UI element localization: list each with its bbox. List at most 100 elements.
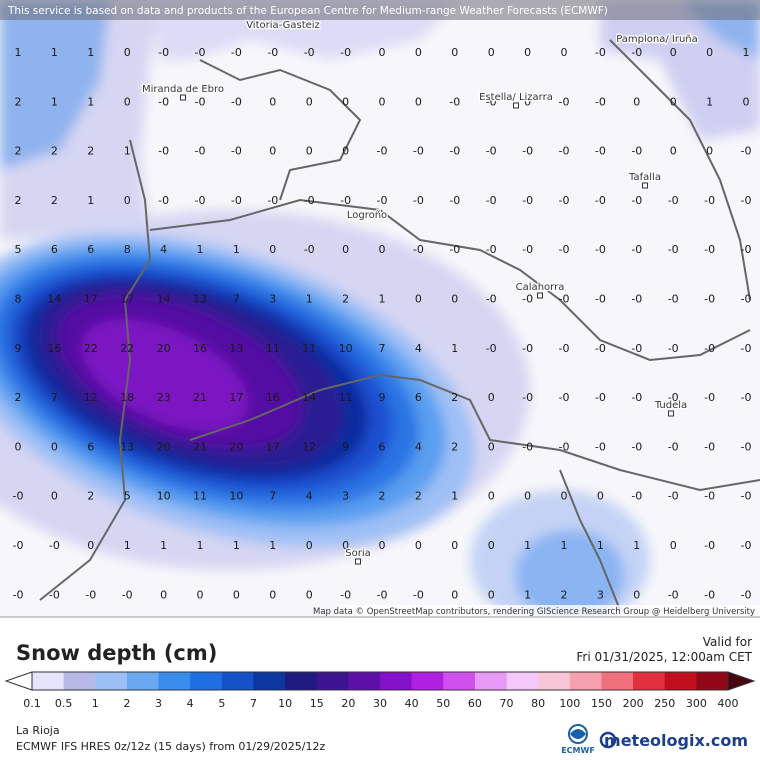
grid-value: 6 [415, 391, 422, 404]
grid-value: 0 [124, 95, 131, 108]
grid-value: 1 [561, 539, 568, 552]
grid-value: -0 [559, 342, 570, 355]
grid-value: -0 [13, 588, 24, 601]
grid-value: -0 [559, 95, 570, 108]
grid-value: -0 [595, 440, 606, 453]
grid-value: 0 [488, 440, 495, 453]
grid-value: -0 [559, 145, 570, 158]
grid-value: 8 [124, 243, 131, 256]
grid-value: -0 [631, 194, 642, 207]
attribution: Map data © OpenStreetMap contributors, r… [313, 607, 755, 617]
grid-value: 0 [342, 95, 349, 108]
grid-value: -0 [631, 243, 642, 256]
grid-value: 4 [160, 243, 167, 256]
grid-value: -0 [195, 194, 206, 207]
grid-value: -0 [13, 490, 24, 503]
scale-label: 3 [155, 697, 162, 710]
grid-value: 5 [15, 243, 22, 256]
scale-label: 30 [373, 697, 387, 710]
grid-value: 0 [197, 588, 204, 601]
grid-value: 0 [488, 46, 495, 59]
ecmwf-text: ECMWF [561, 746, 595, 755]
grid-value: 1 [197, 243, 204, 256]
grid-value: 16 [266, 391, 280, 404]
city-label: Logroño [347, 210, 387, 221]
grid-value: -0 [195, 95, 206, 108]
grid-value: 1 [524, 588, 531, 601]
grid-value: 0 [706, 145, 713, 158]
grid-value: -0 [158, 46, 169, 59]
grid-value: 1 [743, 46, 750, 59]
scale-arrow-left [4, 671, 33, 691]
city-marker [180, 94, 186, 101]
grid-value: 0 [488, 539, 495, 552]
grid-value: -0 [158, 194, 169, 207]
city-label: Calahorra [516, 282, 565, 293]
grid-value: 10 [157, 490, 171, 503]
scale-label: 2 [123, 697, 130, 710]
city-marker [537, 292, 543, 299]
scale-swatch [474, 672, 508, 690]
attribution-bar [338, 605, 760, 617]
grid-value: 0 [379, 539, 386, 552]
scale-swatch [664, 672, 697, 690]
grid-value: 9 [15, 342, 22, 355]
grid-value: 12 [302, 440, 316, 453]
ecmwf-notice: This service is based on data and produc… [7, 5, 608, 17]
grid-value: -0 [486, 342, 497, 355]
grid-value: 1 [15, 46, 22, 59]
grid-value: -0 [741, 293, 752, 306]
grid-value: -0 [304, 46, 315, 59]
grid-value: 17 [84, 293, 98, 306]
grid-value: -0 [413, 145, 424, 158]
grid-value: 8 [15, 293, 22, 306]
grid-value: -0 [267, 194, 278, 207]
grid-value: 2 [51, 145, 58, 158]
grid-value: 3 [342, 490, 349, 503]
grid-value: -0 [704, 391, 715, 404]
grid-value: 0 [160, 588, 167, 601]
grid-value: 20 [229, 440, 243, 453]
scale-label: 15 [310, 697, 324, 710]
grid-value: 0 [415, 46, 422, 59]
brand: meteologix.com [604, 731, 748, 750]
grid-value: -0 [340, 588, 351, 601]
grid-value: 11 [193, 490, 207, 503]
grid-value: -0 [85, 588, 96, 601]
grid-value: -0 [195, 46, 206, 59]
city-labels: Vitoria-Gasteiz Miranda de Ebro Estella/ L… [141, 19, 699, 565]
grid-value: -0 [377, 194, 388, 207]
grid-value: -0 [304, 243, 315, 256]
grid-value: 3 [269, 293, 276, 306]
grid-value: 0 [670, 95, 677, 108]
grid-value: -0 [522, 342, 533, 355]
grid-value: 10 [229, 490, 243, 503]
grid-value: 13 [120, 440, 134, 453]
notice-bar [0, 0, 760, 20]
scale-swatch [411, 672, 444, 690]
scale-swatch [95, 672, 128, 690]
grid-value: -0 [231, 145, 242, 158]
map-field: 1 1 1 0 -0 -0 -0 -0 -0 -0 0 0 0 0 0 0 -0 -0 0 0 12 1 1 0 -0 -0 -0 0… [0, 0, 760, 617]
grid-value: 7 [233, 293, 240, 306]
grid-value: -0 [559, 391, 570, 404]
grid-value: -0 [377, 588, 388, 601]
grid-value: 0 [379, 95, 386, 108]
grid-value: 2 [379, 490, 386, 503]
grid-value: -0 [49, 588, 60, 601]
grid-value: 0 [488, 588, 495, 601]
grid-value: 0 [670, 145, 677, 158]
grid-value: -0 [668, 194, 679, 207]
scale-swatch [348, 672, 381, 690]
scale-label: 250 [654, 697, 675, 710]
grid-value: 14 [47, 293, 61, 306]
grid-value: -0 [486, 293, 497, 306]
grid-value: -0 [741, 440, 752, 453]
grid-value: 0 [488, 490, 495, 503]
scale-label: 1 [92, 697, 99, 710]
grid-value: 4 [306, 490, 313, 503]
scale-label: 150 [591, 697, 612, 710]
grid-value: -0 [559, 243, 570, 256]
grid-value: 22 [84, 342, 98, 355]
